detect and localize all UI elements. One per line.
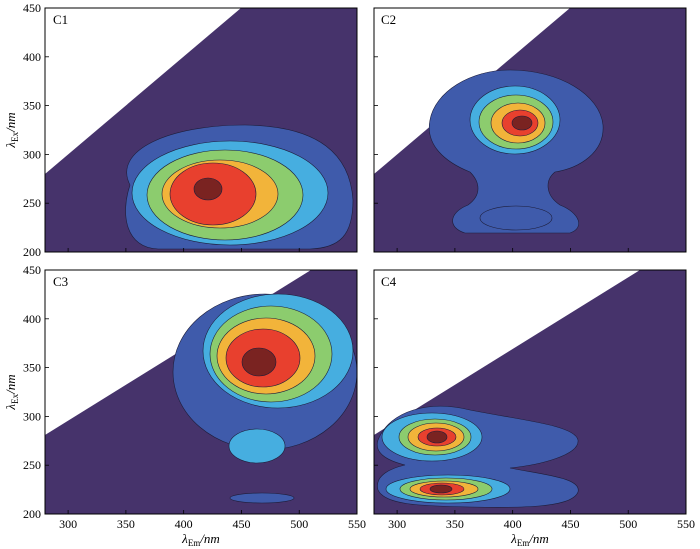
c3-contour-level-1b	[229, 492, 295, 504]
x-tick-label: 350	[446, 517, 464, 531]
panel-c1-blank-corner	[45, 8, 241, 174]
c2-contour-level-2	[479, 205, 553, 231]
x-tick-label: 300	[59, 517, 77, 531]
y-tick-label: 450	[23, 1, 41, 15]
x-tick-label: 500	[619, 517, 637, 531]
x-tick-label: 400	[504, 517, 522, 531]
x-tick-label: 300	[388, 517, 406, 531]
y-tick-label: 300	[23, 409, 41, 423]
panel-c4-blank-corner	[374, 270, 640, 435]
panel-c3-frame	[44, 269, 358, 515]
c3-contour-level-2a	[228, 428, 286, 464]
x-tick-label: 450	[232, 517, 250, 531]
panel-c3-title: C3	[53, 274, 68, 289]
panel-c3	[45, 270, 357, 514]
c4-contour-level-6a	[426, 430, 448, 444]
y-tick-label: 200	[23, 507, 41, 521]
c3-contour-level-6	[241, 347, 277, 377]
panel-c1-title: C1	[53, 12, 68, 27]
y-axis-label-bottom: λEx/nm	[3, 374, 20, 410]
y-tick-label: 400	[23, 50, 41, 64]
x-axis-label-right: λEm/nm	[510, 531, 549, 548]
y-tick-label: 250	[23, 458, 41, 472]
axis-ticks: 450 400 350 300 250 200 450 400 350 300 250 200 300 3…	[23, 1, 695, 531]
x-tick-label: 550	[677, 517, 695, 531]
panel-c4-frame	[373, 269, 687, 515]
panel-c4-title: C4	[381, 274, 397, 289]
panel-c4	[374, 270, 686, 514]
x-axis-label-left: λEm/nm	[181, 531, 220, 548]
y-tick-label: 450	[23, 263, 41, 277]
y-tick-label: 400	[23, 312, 41, 326]
x-tick-label: 350	[117, 517, 135, 531]
y-tick-label: 250	[23, 196, 41, 210]
c1-contour-level-6	[193, 177, 223, 201]
y-tick-label: 350	[23, 361, 41, 375]
y-tick-label: 200	[23, 245, 41, 259]
panel-c2-title: C2	[381, 12, 396, 27]
y-axis-label-top: λEx/nm	[3, 112, 20, 148]
panel-c2	[374, 8, 686, 252]
x-tick-label: 400	[175, 517, 193, 531]
x-tick-label: 550	[348, 517, 366, 531]
c2-contour-level-6	[511, 115, 533, 131]
panel-c2-frame	[373, 7, 687, 253]
c4-contour-level-6b	[429, 484, 453, 494]
panel-c1	[45, 8, 357, 252]
panel-c1-frame	[44, 7, 358, 253]
x-tick-label: 500	[290, 517, 308, 531]
x-tick-label: 450	[561, 517, 579, 531]
y-tick-label: 300	[23, 147, 41, 161]
y-tick-label: 350	[23, 99, 41, 113]
